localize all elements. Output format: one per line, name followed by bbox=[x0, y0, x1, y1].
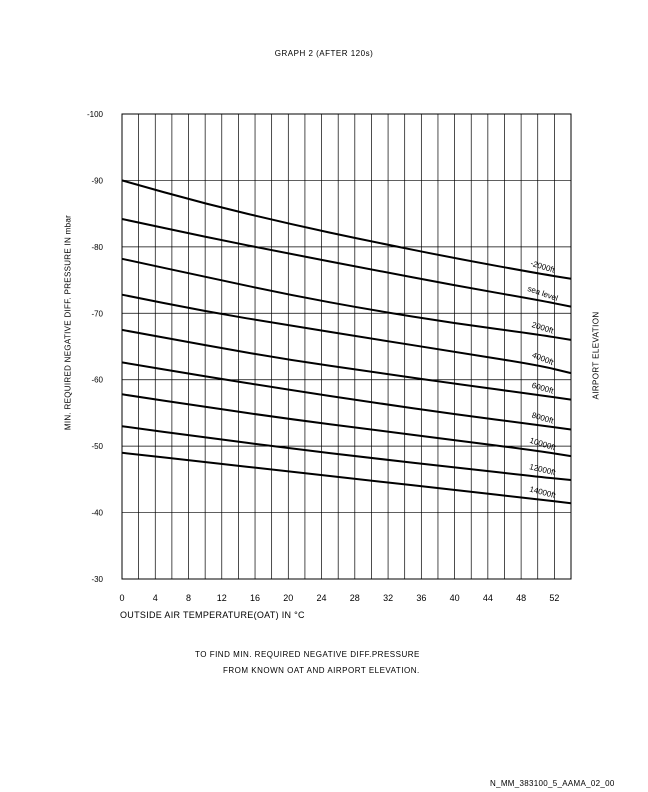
x-tick-label: 12 bbox=[217, 593, 227, 603]
y-tick-label: -70 bbox=[91, 309, 103, 318]
series-line bbox=[121, 425, 572, 481]
series-line bbox=[121, 293, 572, 375]
series-line bbox=[121, 257, 572, 341]
y-tick-label: -100 bbox=[87, 110, 104, 119]
y-axis-label: MIN. REQUIRED NEGATIVE DIFF. PRESSURE IN… bbox=[63, 214, 73, 431]
note-line-2: FROM KNOWN OAT AND AIRPORT ELEVATION. bbox=[223, 666, 420, 675]
x-tick-label: 36 bbox=[416, 593, 426, 603]
x-tick-label: 24 bbox=[317, 593, 327, 603]
y-tick-label: -30 bbox=[91, 575, 103, 584]
x-tick-label: 0 bbox=[119, 593, 124, 603]
airport-elevation-label: AIRPORT ELEVATION bbox=[591, 311, 601, 400]
x-axis-label: OUTSIDE AIR TEMPERATURE(OAT) IN °C bbox=[120, 610, 420, 620]
x-tick-label: 32 bbox=[383, 593, 393, 603]
x-tick-label: 52 bbox=[549, 593, 559, 603]
series-lines bbox=[121, 179, 572, 505]
x-tick-label: 20 bbox=[283, 593, 293, 603]
note-line-1: TO FIND MIN. REQUIRED NEGATIVE DIFF.PRES… bbox=[195, 650, 420, 659]
x-tick-label: 16 bbox=[250, 593, 260, 603]
y-tick-label: -80 bbox=[91, 243, 103, 252]
series-line bbox=[121, 328, 572, 401]
series-line bbox=[121, 361, 572, 431]
chart-title: GRAPH 2 (AFTER 120s) bbox=[274, 49, 374, 58]
x-tick-label: 44 bbox=[483, 593, 493, 603]
y-tick-label: -40 bbox=[91, 509, 103, 518]
series-line bbox=[121, 218, 572, 308]
series-line bbox=[121, 393, 572, 458]
y-tick-label: -50 bbox=[91, 442, 103, 451]
x-tick-label: 40 bbox=[450, 593, 460, 603]
y-tick-label: -60 bbox=[91, 376, 103, 385]
series-label: 8000ft bbox=[531, 411, 556, 426]
series-line bbox=[121, 179, 572, 280]
x-tick-label: 8 bbox=[186, 593, 191, 603]
series-line bbox=[121, 451, 572, 505]
plot-frame bbox=[121, 113, 572, 580]
y-tick-label: -90 bbox=[91, 176, 103, 185]
document-reference: N_MM_383100_5_AAMA_02_00 bbox=[490, 779, 615, 788]
x-tick-label: 28 bbox=[350, 593, 360, 603]
x-tick-label: 48 bbox=[516, 593, 526, 603]
axis-ticks: 0 4 8 12 16 20 24 28 32 36 40 44 48 52-100-90-80-70-6… bbox=[87, 110, 559, 603]
x-axis-unit: °C bbox=[294, 610, 305, 620]
grid bbox=[121, 113, 572, 580]
x-axis-label-text: OUTSIDE AIR TEMPERATURE(OAT) IN bbox=[120, 610, 292, 620]
x-tick-label: 4 bbox=[153, 593, 158, 603]
series-label: 6000ft bbox=[531, 381, 556, 396]
